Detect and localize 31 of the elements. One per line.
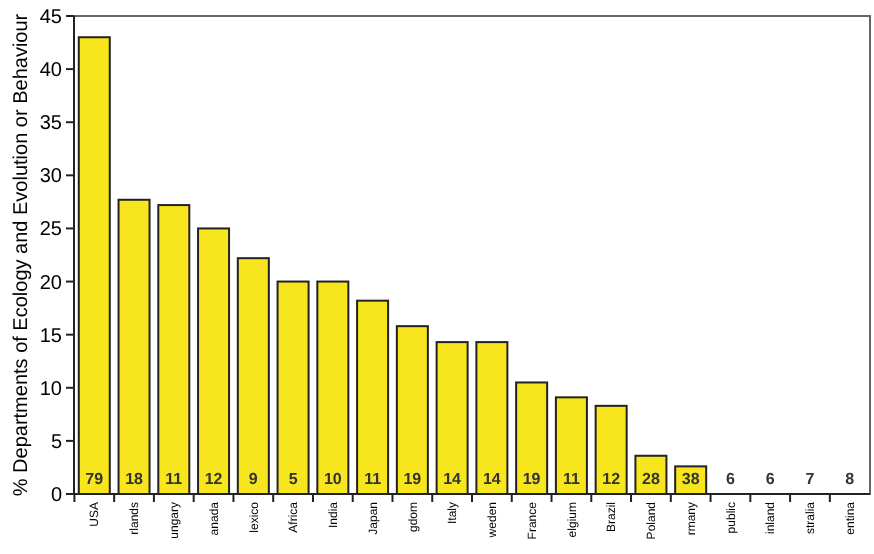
y-tick-label: 35 [39,113,63,136]
annotation: 5 [288,469,299,488]
annotation: 8 [845,469,856,488]
annotation: 11 [562,469,581,488]
y-tick-label: 45 [39,7,63,29]
y-tick-label: 15 [39,325,63,348]
y-axis-title: % Departments of Ecology and Evolution or Behaviour [11,12,33,497]
annotation: 19 [403,469,423,488]
annotation: 9 [248,469,259,488]
y-tick-label: 0 [50,485,63,507]
annotation: 38 [681,469,701,488]
annotation: 11 [165,469,184,488]
annotation: 19 [522,469,542,488]
annotation: 12 [204,469,224,488]
annotation: 14 [482,469,502,488]
annotation: 28 [642,469,661,488]
annotation: 6 [765,469,776,488]
y-tick-label: 20 [39,272,63,295]
y-tick-label: 10 [39,378,63,401]
annotation: 10 [323,469,343,488]
y-tick-label: 25 [39,219,63,242]
annotation: 7 [805,469,816,488]
annotation: 18 [125,469,145,488]
y-tick-label: 40 [39,60,63,83]
annotation: 12 [602,469,622,488]
annotation: 14 [443,469,463,488]
annotation: 11 [364,469,383,488]
annotation: 6 [725,469,736,488]
annotation: 79 [85,469,105,488]
y-tick-label: 30 [39,166,63,189]
y-tick-label: 5 [50,431,63,454]
